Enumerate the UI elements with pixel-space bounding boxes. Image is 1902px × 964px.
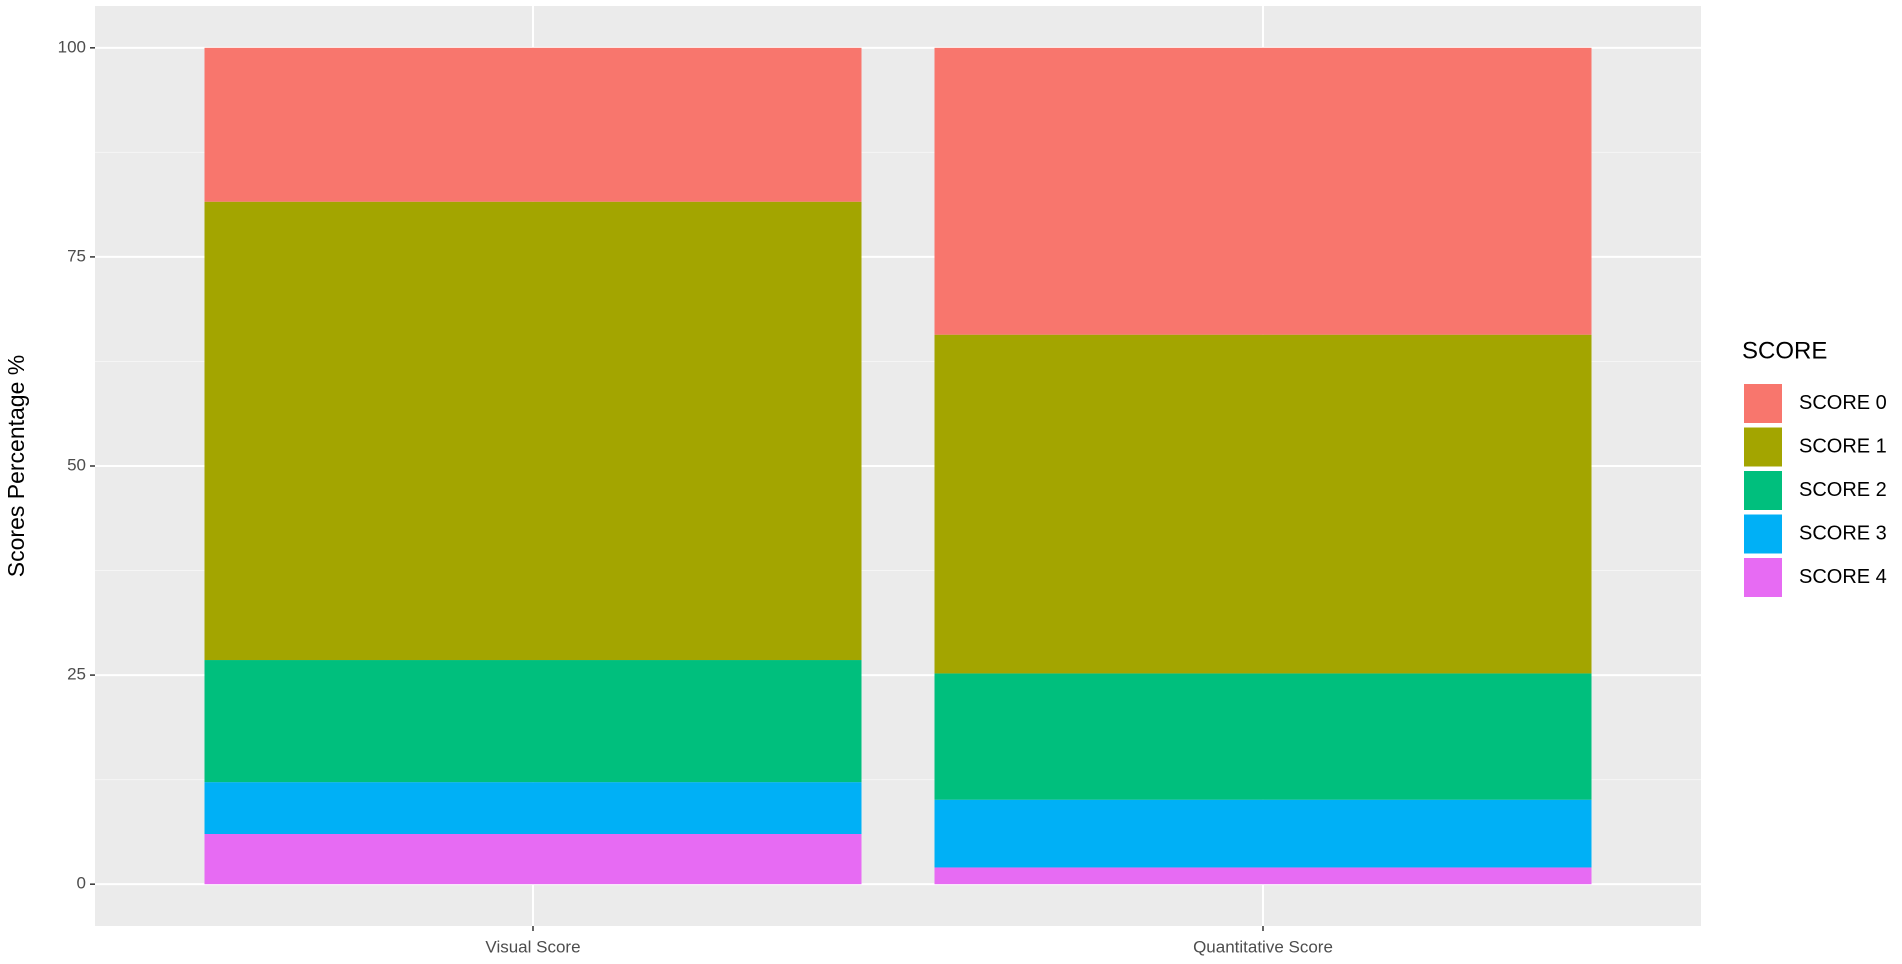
bar-segment	[204, 782, 862, 834]
bar-segment	[204, 201, 862, 661]
legend-label: SCORE 2	[1799, 479, 1887, 501]
x-tick-label: Visual Score	[485, 937, 580, 956]
legend-title: SCORE	[1742, 337, 1827, 364]
bar-segment	[204, 47, 862, 202]
bar-segment	[934, 673, 1592, 800]
y-tick-label: 0	[77, 874, 86, 893]
legend-label: SCORE 1	[1799, 435, 1887, 457]
legend-label: SCORE 4	[1799, 566, 1887, 588]
legend-label: SCORE 0	[1799, 392, 1887, 414]
legend-key	[1742, 382, 1784, 425]
y-tick-label: 50	[67, 455, 86, 474]
y-tick-label: 25	[67, 665, 86, 684]
y-tick-label: 100	[58, 37, 86, 56]
bar-segment	[934, 867, 1592, 885]
bar-segment	[934, 47, 1592, 335]
bar-segment	[934, 334, 1592, 674]
legend-key	[1742, 556, 1784, 599]
bar-segment	[204, 834, 862, 885]
bar-segment	[204, 660, 862, 783]
legend-label: SCORE 3	[1799, 522, 1887, 544]
bar-segment	[934, 799, 1592, 868]
legend-key	[1742, 425, 1784, 469]
y-tick-label: 75	[67, 246, 86, 265]
y-axis-title: Scores Percentage %	[3, 355, 29, 577]
legend-key	[1742, 512, 1784, 556]
legend-key	[1742, 469, 1784, 512]
x-tick-label: Quantitative Score	[1193, 937, 1333, 956]
